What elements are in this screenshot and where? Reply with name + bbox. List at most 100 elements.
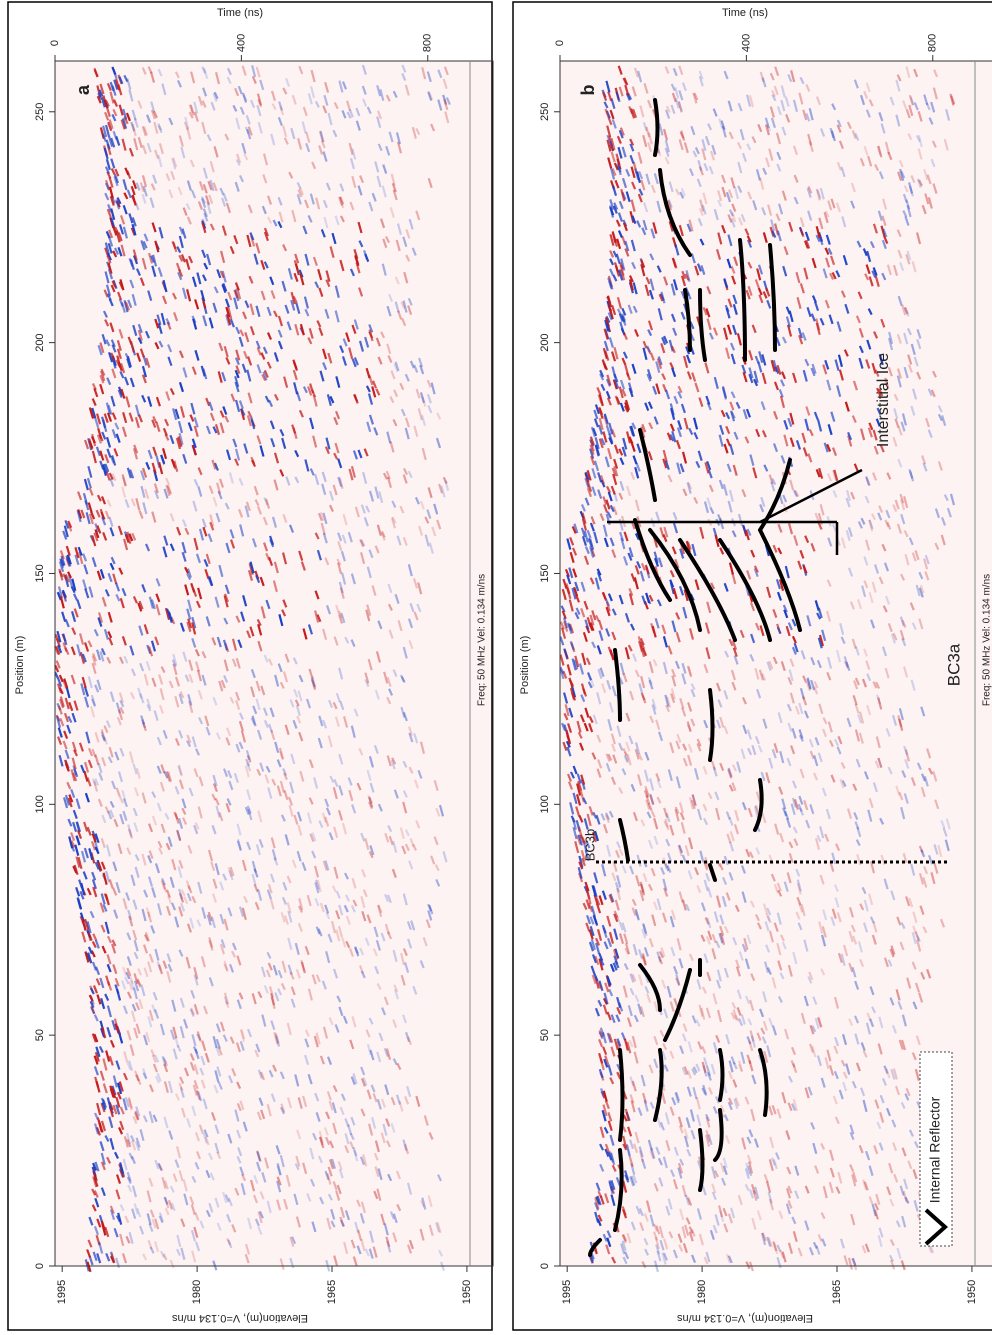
wavelet [301, 121, 307, 134]
wavelet [67, 818, 73, 827]
wavelet [247, 204, 253, 214]
wavelet [818, 634, 825, 647]
wavelet [618, 933, 625, 945]
wavelet [354, 1221, 360, 1234]
wavelet [372, 380, 378, 389]
wavelet [336, 558, 342, 566]
wavelet [132, 448, 139, 460]
wavelet [566, 746, 572, 757]
wavelet [652, 385, 658, 395]
wavelet [308, 797, 314, 805]
wavelet [655, 773, 661, 782]
wavelet [351, 148, 357, 160]
wavelet [217, 371, 223, 383]
wavelet [163, 1081, 169, 1094]
wavelet [662, 458, 668, 469]
wavelet [664, 147, 670, 157]
wavelet [216, 482, 222, 495]
wavelet [640, 259, 646, 268]
wavelet [630, 1163, 636, 1175]
wavelet [300, 959, 306, 972]
wavelet [374, 1140, 380, 1153]
wavelet [332, 1085, 338, 1093]
wavelet [774, 1152, 781, 1160]
wavelet [134, 416, 140, 429]
wavelet [690, 688, 696, 698]
wavelet [765, 772, 771, 784]
wavelet [348, 468, 354, 481]
wavelet [150, 925, 156, 934]
wavelet [720, 409, 726, 418]
wavelet [411, 126, 417, 139]
wavelet [765, 1181, 772, 1193]
wavelet [273, 561, 279, 574]
wavelet [601, 591, 607, 600]
wavelet [146, 1213, 152, 1226]
wavelet [623, 933, 629, 945]
wavelet [309, 1147, 315, 1160]
wavelet [206, 201, 212, 214]
wavelet [842, 255, 848, 266]
wavelet [914, 982, 921, 993]
wavelet [114, 751, 120, 761]
wavelet [101, 1223, 107, 1236]
wavelet [791, 797, 797, 808]
wavelet [663, 1238, 669, 1250]
wavelet [862, 648, 869, 657]
wavelet [208, 1152, 214, 1161]
wavelet [813, 681, 819, 689]
wavelet [625, 1144, 631, 1157]
wavelet [865, 476, 871, 486]
wavelet [64, 763, 70, 772]
wavelet [111, 113, 117, 122]
wavelet [610, 733, 616, 745]
wavelet [83, 821, 89, 832]
wavelet [619, 457, 625, 466]
wavelet [343, 716, 349, 728]
wavelet [178, 1082, 184, 1091]
wavelet [606, 976, 612, 986]
wavelet [674, 808, 680, 822]
wavelet [250, 417, 256, 430]
wavelet [380, 1098, 387, 1108]
wavelet [776, 882, 782, 892]
wavelet [350, 1076, 356, 1085]
wavelet [624, 84, 630, 96]
wavelet [628, 279, 634, 291]
wavelet [444, 111, 450, 124]
wavelet [559, 666, 565, 675]
wavelet [156, 765, 162, 774]
wavelet [131, 532, 137, 541]
wavelet [309, 468, 315, 476]
wavelet [62, 642, 68, 652]
wavelet [104, 1134, 110, 1142]
wavelet [854, 703, 860, 714]
wavelet [792, 951, 798, 965]
wavelet [279, 428, 285, 437]
wavelet [142, 1253, 148, 1261]
wavelet [670, 313, 677, 323]
wavelet [256, 1151, 262, 1162]
wavelet [810, 313, 816, 322]
wavelet [140, 715, 146, 725]
wavelet [700, 265, 706, 275]
wavelet [109, 809, 115, 818]
wavelet [642, 340, 648, 349]
wavelet [203, 1129, 209, 1138]
wavelet [339, 587, 345, 599]
wavelet [131, 217, 137, 227]
wavelet [386, 343, 392, 355]
wavelet [384, 923, 390, 935]
wavelet [709, 1229, 715, 1240]
wavelet [358, 340, 365, 352]
wavelet [317, 512, 323, 522]
wavelet [756, 922, 762, 930]
wavelet [764, 124, 771, 136]
wavelet [671, 546, 677, 555]
wavelet [781, 798, 787, 810]
wavelet [767, 1237, 773, 1248]
wavelet [641, 1261, 647, 1269]
wavelet [833, 884, 839, 892]
wavelet [598, 1038, 604, 1048]
wavelet [726, 463, 732, 473]
